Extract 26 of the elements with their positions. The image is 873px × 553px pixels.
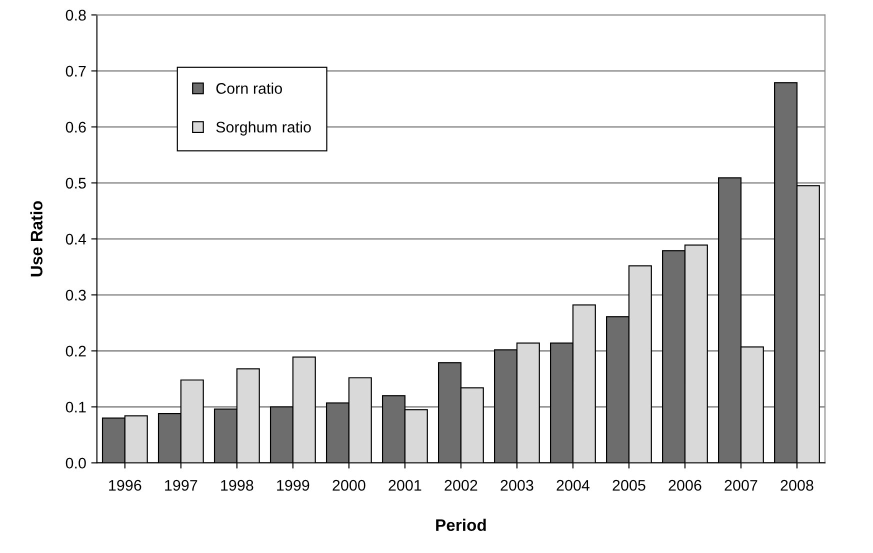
x-tick-label: 2007 <box>724 480 758 491</box>
x-tick-label: 2000 <box>332 480 366 491</box>
y-tick-label: 0.0 <box>66 458 86 469</box>
y-axis-title: Use Ratio <box>30 201 43 276</box>
x-tick-label: 2002 <box>444 480 478 491</box>
y-tick-label: 0.8 <box>66 10 86 21</box>
x-tick-label: 2005 <box>612 480 646 491</box>
x-tick-label: 2006 <box>668 480 702 491</box>
x-tick-label: 2001 <box>388 480 422 491</box>
x-tick-label: 1997 <box>165 480 198 491</box>
x-tick-label: 1998 <box>221 480 254 491</box>
x-tick-label: 1999 <box>277 480 310 491</box>
x-tick-label: 2003 <box>500 480 534 491</box>
y-tick-label: 0.3 <box>66 290 86 301</box>
y-tick-label: 0.7 <box>66 66 86 77</box>
x-tick-label: 1996 <box>109 480 142 491</box>
y-tick-label: 0.2 <box>66 346 86 357</box>
x-axis-title: Period <box>436 518 486 532</box>
x-tick-label: 2004 <box>556 480 590 491</box>
x-tick-label: 2008 <box>780 480 814 491</box>
y-tick-label: 0.6 <box>66 122 86 133</box>
legend-label: Sorghum ratio <box>216 121 311 136</box>
y-tick-label: 0.1 <box>66 402 86 413</box>
legend-label: Corn ratio <box>216 82 282 94</box>
y-tick-label: 0.5 <box>66 178 86 189</box>
y-tick-label: 0.4 <box>66 234 86 245</box>
